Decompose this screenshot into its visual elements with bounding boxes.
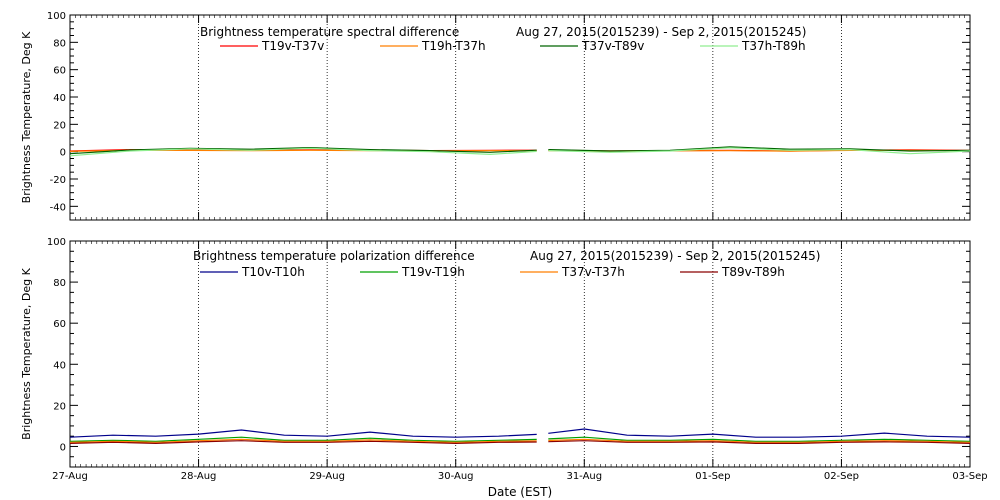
legend-label: T19h-T37h xyxy=(421,39,486,53)
x-tick-label: 30-Aug xyxy=(438,471,474,482)
y-tick-label: -40 xyxy=(50,202,66,213)
x-tick-label: 28-Aug xyxy=(181,471,217,482)
series-line-T89v-T89h xyxy=(548,440,971,444)
series-line-T37h-T89h xyxy=(548,147,971,155)
panel-date-range: Aug 27, 2015(2015239) - Sep 2, 2015(2015… xyxy=(516,25,807,39)
panel-title: Brightness temperature polarization diff… xyxy=(193,249,475,263)
legend-label: T10v-T10h xyxy=(241,265,305,279)
series-line-T37v-T37h xyxy=(69,438,537,443)
y-axis-label: Brightness Temperature, Deg K xyxy=(20,267,33,439)
y-tick-label: 60 xyxy=(53,66,66,77)
y-tick-label: 0 xyxy=(60,148,66,159)
y-tick-label: 20 xyxy=(53,401,66,412)
y-tick-label: 0 xyxy=(60,442,66,453)
spectral-difference-panel: -40 -20 0 20 40 60 80 100 Brightness Temperature… xyxy=(20,11,971,221)
polarization-difference-panel: 0 20 40 60 80 100 27-Aug 28-Aug 29-Aug 30-Aug 31-A… xyxy=(20,237,988,482)
legend-label: T37v-T37h xyxy=(561,265,625,279)
panel-title: Brightness temperature spectral differen… xyxy=(200,25,459,39)
legend-label: T37v-T89v xyxy=(581,39,644,53)
series-line-T37v-T89v xyxy=(548,146,971,152)
x-tick-label: 03-Sep xyxy=(952,471,987,482)
y-tick-label: 40 xyxy=(53,360,66,371)
x-axis-label: Date (EST) xyxy=(488,485,552,499)
x-tick-label: 27-Aug xyxy=(52,471,88,482)
y-tick-label: 60 xyxy=(53,319,66,330)
series-line-T37h-T89h xyxy=(69,147,537,157)
legend-label: T19v-T37v xyxy=(261,39,324,53)
legend-label: T37h-T89h xyxy=(741,39,806,53)
y-tick-label: 20 xyxy=(53,120,66,131)
y-tick-label: 80 xyxy=(53,278,66,289)
series-line-T37v-T37h xyxy=(548,438,971,443)
legend-label: T19v-T19h xyxy=(401,265,465,279)
series-line-T89v-T89h xyxy=(69,440,537,445)
x-tick-label: 29-Aug xyxy=(309,471,345,482)
y-tick-label: 40 xyxy=(53,93,66,104)
legend-label: T89v-T89h xyxy=(721,265,785,279)
series-line-T10v-T10h xyxy=(548,428,971,438)
y-tick-label: 80 xyxy=(53,38,66,49)
series-line-T19v-T19h xyxy=(69,436,537,442)
y-axis-label: Brightness Temperature, Deg K xyxy=(20,31,33,203)
y-tick-label: -20 xyxy=(50,175,66,186)
x-tick-label: 02-Sep xyxy=(824,471,859,482)
series-line-T10v-T10h xyxy=(69,429,537,438)
series-line-T37v-T89v xyxy=(69,146,537,155)
x-tick-label: 01-Sep xyxy=(695,471,730,482)
y-tick-label: 100 xyxy=(47,237,66,248)
y-tick-label: 100 xyxy=(47,11,66,22)
plot-frame xyxy=(69,14,971,221)
panel-date-range: Aug 27, 2015(2015239) - Sep 2, 2015(2015… xyxy=(530,249,821,263)
series-line-T19v-T19h xyxy=(548,436,971,442)
x-tick-label: 31-Aug xyxy=(566,471,602,482)
